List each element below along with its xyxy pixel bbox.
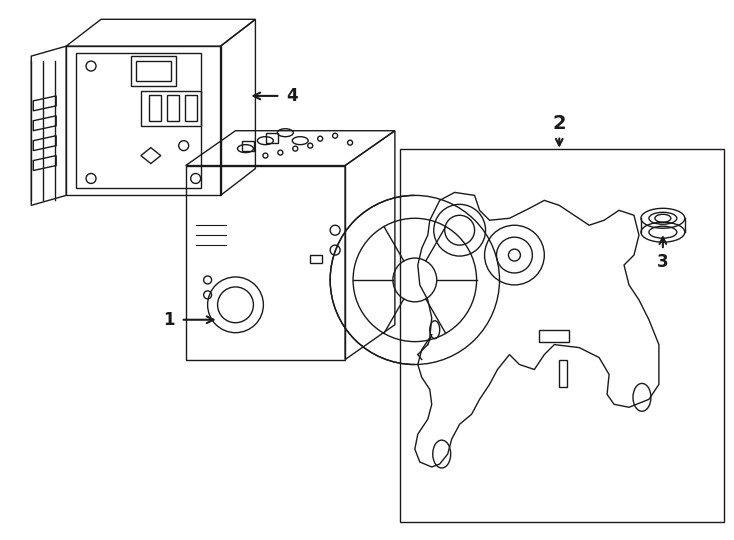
Bar <box>559 360 567 387</box>
Text: 3: 3 <box>657 253 669 271</box>
Bar <box>310 255 322 263</box>
Bar <box>400 148 724 522</box>
Text: 4: 4 <box>286 87 298 105</box>
Text: 2: 2 <box>553 114 566 133</box>
Text: 1: 1 <box>163 310 175 329</box>
Bar <box>539 330 570 342</box>
